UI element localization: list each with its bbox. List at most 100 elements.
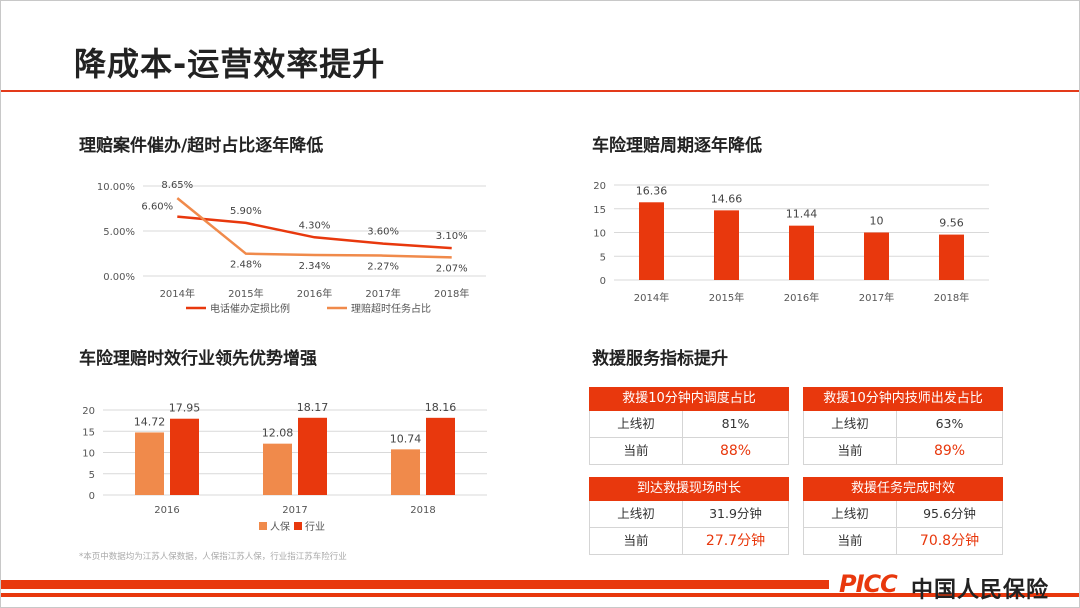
data-label: 16.36 bbox=[636, 184, 668, 197]
row-value: 31.9分钟 bbox=[709, 506, 762, 521]
rescue-title: 救援服务指标提升 bbox=[592, 349, 728, 369]
bar bbox=[864, 232, 889, 280]
row-label: 上线初 bbox=[590, 411, 683, 437]
rescue-table-technician: 救援10分钟内技师出发占比 上线初 63% 当前 89% bbox=[803, 387, 1003, 465]
series-line-overtime bbox=[176, 197, 452, 259]
bar-industry bbox=[298, 417, 327, 495]
row-label: 当前 bbox=[804, 528, 897, 554]
rescue-table-completion: 救援任务完成时效 上线初 95.6分钟 当前 70.8分钟 bbox=[803, 477, 1003, 555]
data-label: 14.66 bbox=[711, 192, 743, 205]
row-label: 上线初 bbox=[804, 411, 897, 437]
bar-picc bbox=[391, 449, 420, 495]
row-value: 88% bbox=[719, 443, 752, 459]
row-value: 70.8分钟 bbox=[919, 533, 980, 549]
bar-industry bbox=[170, 418, 199, 495]
legend-label: 理赔超时任务占比 bbox=[351, 302, 431, 315]
data-label: 6.60% bbox=[141, 202, 173, 213]
bar bbox=[789, 225, 814, 280]
title-divider bbox=[1, 90, 1079, 92]
data-label: 8.65% bbox=[161, 180, 193, 191]
x-tick-label: 2018 bbox=[410, 505, 435, 516]
bar-picc bbox=[263, 443, 292, 495]
y-tick-label: 15 bbox=[593, 205, 606, 216]
x-tick-label: 2017年 bbox=[365, 287, 400, 300]
cycle-chart-title: 车险理赔周期逐年降低 bbox=[592, 136, 762, 156]
table-row: 上线初 81% bbox=[589, 411, 789, 438]
table-row: 上线初 95.6分钟 bbox=[803, 501, 1003, 528]
x-tick-label: 2017年 bbox=[859, 291, 894, 304]
data-label: 12.08 bbox=[262, 427, 294, 440]
legend-swatch bbox=[259, 522, 267, 530]
y-tick-label: 20 bbox=[82, 406, 95, 417]
bar bbox=[639, 202, 664, 280]
y-tick-label: 5 bbox=[89, 470, 95, 481]
x-tick-label: 2016年 bbox=[784, 291, 819, 304]
table-row: 上线初 31.9分钟 bbox=[589, 501, 789, 528]
y-tick-label: 5.00% bbox=[103, 227, 135, 238]
row-label: 上线初 bbox=[804, 501, 897, 527]
table-row: 当前 70.8分钟 bbox=[803, 528, 1003, 555]
series-line-phone bbox=[177, 215, 452, 250]
data-label: 4.30% bbox=[299, 220, 331, 231]
legend-label: 电话催办定损比例 bbox=[210, 302, 290, 315]
y-tick-label: 15 bbox=[82, 427, 95, 438]
y-tick-label: 20 bbox=[593, 181, 606, 192]
bar bbox=[939, 234, 964, 280]
x-tick-label: 2016年 bbox=[297, 287, 332, 300]
row-value: 81% bbox=[721, 416, 750, 431]
row-label: 当前 bbox=[590, 438, 683, 464]
data-label: 5.90% bbox=[230, 206, 262, 217]
line-chart-title: 理赔案件催办/超时占比逐年降低 bbox=[79, 136, 324, 156]
row-value: 63% bbox=[935, 416, 964, 431]
data-label: 17.95 bbox=[169, 402, 201, 415]
y-tick-label: 10.00% bbox=[97, 182, 135, 193]
table-header: 救援10分钟内调度占比 bbox=[589, 387, 789, 411]
y-tick-label: 5 bbox=[600, 252, 606, 263]
footer-stripe bbox=[1, 580, 829, 589]
company-name: 中国人民保险 bbox=[911, 578, 1050, 603]
picc-logo: PICC bbox=[839, 570, 898, 598]
legend-label: 行业 bbox=[305, 520, 325, 533]
x-tick-label: 2015年 bbox=[709, 291, 744, 304]
line-chart: 10.00% 5.00% 0.00% 2014年 2015年 2016年 2017年 2018… bbox=[97, 180, 486, 315]
row-value: 89% bbox=[933, 443, 966, 459]
x-tick-label: 2018年 bbox=[434, 287, 469, 300]
footer-stripe-thin bbox=[1, 593, 1079, 597]
data-label: 3.10% bbox=[436, 231, 468, 242]
data-label: 2.48% bbox=[230, 260, 262, 271]
y-tick-label: 10 bbox=[82, 449, 95, 460]
table-row: 当前 27.7分钟 bbox=[589, 528, 789, 555]
y-tick-label: 0 bbox=[600, 276, 606, 287]
data-label: 18.16 bbox=[425, 401, 457, 414]
data-label: 18.17 bbox=[297, 401, 329, 414]
data-label: 10.74 bbox=[390, 432, 422, 445]
legend-label: 人保 bbox=[270, 520, 290, 533]
rescue-table-arrival: 到达救援现场时长 上线初 31.9分钟 当前 27.7分钟 bbox=[589, 477, 789, 555]
x-tick-label: 2015年 bbox=[228, 287, 263, 300]
cycle-bar-chart: 20 15 10 5 0 16.36 2014年 14.66 2015年 11.44 2016年 10… bbox=[593, 181, 989, 304]
x-tick-label: 2014年 bbox=[160, 287, 195, 300]
page-title: 降成本-运营效率提升 bbox=[74, 45, 386, 83]
row-value: 95.6分钟 bbox=[923, 506, 976, 521]
row-label: 当前 bbox=[590, 528, 683, 554]
data-label: 10 bbox=[870, 215, 884, 228]
data-label: 2.07% bbox=[436, 263, 468, 274]
x-tick-label: 2018年 bbox=[934, 291, 969, 304]
bar-picc bbox=[135, 432, 164, 495]
bar bbox=[714, 210, 739, 280]
data-label: 2.27% bbox=[367, 262, 399, 273]
data-label: 2.34% bbox=[299, 261, 331, 272]
table-header: 救援10分钟内技师出发占比 bbox=[803, 387, 1003, 411]
data-label: 3.60% bbox=[367, 227, 399, 238]
row-label: 上线初 bbox=[590, 501, 683, 527]
table-header: 救援任务完成时效 bbox=[803, 477, 1003, 501]
row-value: 27.7分钟 bbox=[705, 533, 766, 549]
y-tick-label: 0 bbox=[89, 491, 95, 502]
x-tick-label: 2017 bbox=[282, 505, 307, 516]
x-tick-label: 2016 bbox=[154, 505, 179, 516]
table-row: 上线初 63% bbox=[803, 411, 1003, 438]
rescue-table-dispatch: 救援10分钟内调度占比 上线初 81% 当前 88% bbox=[589, 387, 789, 465]
y-tick-label: 0.00% bbox=[103, 272, 135, 283]
